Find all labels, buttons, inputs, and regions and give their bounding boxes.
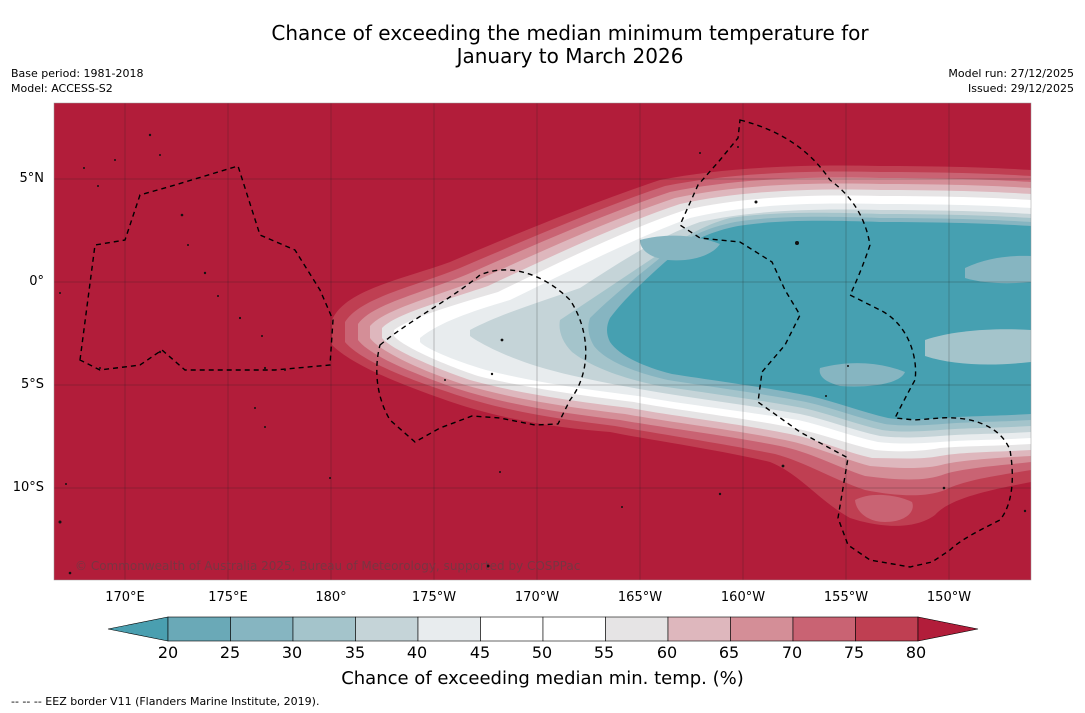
colorbar-swatch	[167, 616, 231, 642]
meta-left: Base period: 1981-2018 Model: ACCESS-S2	[11, 66, 143, 96]
light-patch-southeast	[925, 329, 1031, 365]
colorbar-swatch	[605, 616, 669, 642]
colorbar-swatch	[667, 616, 731, 642]
colorbar-tick: 45	[469, 643, 491, 662]
band-20	[607, 220, 1031, 420]
model-name: Model: ACCESS-S2	[11, 82, 113, 95]
colorbar-swatch	[792, 616, 856, 642]
warm-patch-south	[855, 494, 913, 522]
lat-label-5s: 5°S	[20, 377, 44, 392]
copyright-notice: © Commonwealth of Australia 2025, Bureau…	[75, 559, 581, 573]
colorbar-tick: 75	[843, 643, 865, 662]
title-line-1: Chance of exceeding the median minimum t…	[271, 21, 869, 45]
model-run: Model run: 27/12/2025	[948, 67, 1074, 80]
meta-right: Model run: 27/12/2025 Issued: 29/12/2025	[948, 66, 1074, 96]
colorbar-tick: 35	[344, 643, 366, 662]
colorbar-low-extension	[107, 616, 169, 642]
colorbar-tick: 65	[718, 643, 740, 662]
lon-label-170e: 170°E	[105, 590, 145, 605]
colorbar-swatch	[292, 616, 356, 642]
lon-label-160w: 160°W	[720, 590, 766, 605]
colorbar-tick: 25	[219, 643, 241, 662]
map-frame	[53, 102, 1032, 581]
title-line-2: January to March 2026	[456, 44, 684, 68]
lon-label-170w: 170°W	[514, 590, 560, 605]
colorbar-tick: 20	[157, 643, 179, 662]
colorbar-high-extension	[917, 616, 979, 642]
colorbar-tick: 70	[781, 643, 803, 662]
islands	[58, 133, 1027, 575]
colorbar-swatch	[230, 616, 294, 642]
lat-label-10s: 10°S	[12, 480, 44, 495]
colorbar-tick: 80	[905, 643, 927, 662]
eez-borders	[79, 119, 1013, 568]
eez-tuvalu	[79, 165, 334, 371]
colorbar-tick: 55	[593, 643, 615, 662]
colorbar	[107, 616, 979, 642]
lat-label-5n: 5°N	[19, 171, 45, 186]
chart-title: Chance of exceeding the median minimum t…	[160, 22, 980, 68]
map-field	[54, 103, 1031, 580]
light-patch-south	[819, 363, 905, 387]
base-period: Base period: 1981-2018	[11, 67, 144, 80]
eez-legend-note: -- -- -- EEZ border V11 (Flanders Marine…	[11, 695, 320, 708]
lat-label-0: 0°	[29, 274, 44, 289]
colorbar-tick: 30	[281, 643, 303, 662]
colorbar-swatch	[855, 616, 919, 642]
colorbar-tick: 40	[406, 643, 428, 662]
graticule	[54, 103, 1031, 580]
light-patch-east	[965, 255, 1031, 284]
colorbar-swatch	[417, 616, 481, 642]
eez-tokelau	[376, 269, 587, 443]
colorbar-swatch	[730, 616, 794, 642]
colorbar-tick: 60	[656, 643, 678, 662]
colorbar-tick: 50	[531, 643, 553, 662]
colorbar-swatch	[542, 616, 606, 642]
lon-label-175e: 175°E	[208, 590, 248, 605]
lon-label-165w: 165°W	[617, 590, 663, 605]
colorbar-swatch	[355, 616, 419, 642]
issued-date: Issued: 29/12/2025	[967, 82, 1074, 95]
lon-label-180: 180°	[315, 590, 347, 605]
lon-label-155w: 155°W	[823, 590, 869, 605]
colorbar-swatch	[480, 616, 544, 642]
lon-label-175w: 175°W	[411, 590, 457, 605]
light-patch-north	[640, 235, 720, 261]
colorbar-title: Chance of exceeding median min. temp. (%…	[341, 668, 744, 689]
lon-label-150w: 150°W	[926, 590, 972, 605]
